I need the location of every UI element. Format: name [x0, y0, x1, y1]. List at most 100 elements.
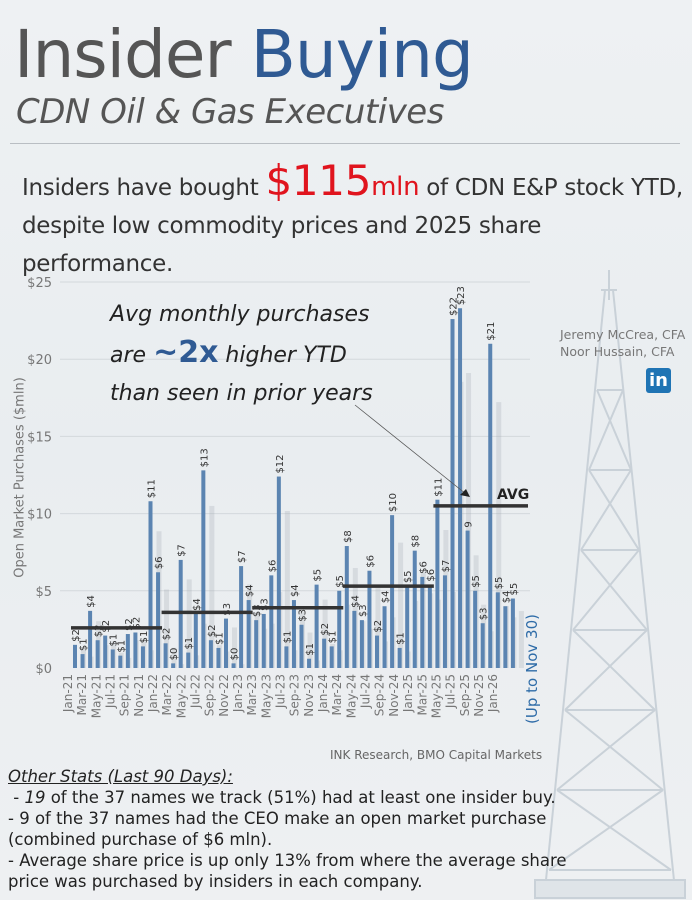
bar-shadow [398, 542, 404, 668]
data-label: $4 [86, 595, 97, 608]
data-label: $5 [494, 577, 505, 590]
bar-Sep-24 [405, 586, 410, 668]
data-label: $6 [267, 560, 278, 573]
bar-May-23 [284, 646, 289, 668]
data-label: $2 [94, 624, 105, 637]
data-label: $7 [441, 560, 452, 573]
data-label: $12 [275, 454, 286, 473]
data-label: $1 [396, 632, 407, 645]
x-tick-label: May-23 [259, 674, 273, 718]
bar-Feb-22 [171, 663, 176, 668]
x-tick-label: Mar-22 [160, 674, 174, 715]
data-label: $7 [237, 550, 248, 563]
bar-Jun-23 [291, 600, 296, 668]
data-label: 9 [464, 521, 475, 527]
data-label: $6 [154, 557, 165, 570]
bar-Oct-24 [412, 550, 417, 668]
data-label: $0 [230, 648, 241, 661]
stats-item-3: - Average share price is up only 13% fro… [8, 851, 567, 891]
x-tick-label: Sep-21 [118, 674, 132, 716]
stats-heading: Other Stats (Last 90 Days): [8, 767, 233, 786]
data-label: $4 [192, 598, 203, 611]
bar-Aug-23 [307, 658, 312, 668]
annotation-line2: are ~2x higher YTD [110, 334, 373, 375]
x-tick-label: Jan-26 [486, 674, 500, 713]
avg-label: AVG [497, 487, 529, 503]
bar-Jun-25 [473, 590, 478, 668]
data-label: $1 [214, 632, 225, 645]
data-label: $2 [207, 624, 218, 637]
headline-post: of CDN E&P stock YTD, [419, 175, 683, 201]
bar-Feb-23 [261, 613, 266, 668]
bar-May-25 [465, 530, 470, 668]
headline-pre: Insiders have bought [22, 175, 266, 201]
x-tick-label: Jan-24 [316, 674, 330, 713]
stats-item-1-number: 19 [24, 788, 46, 807]
headline-unit: mln [371, 172, 420, 202]
bar-Aug-22 [216, 647, 221, 668]
x-tick-label: Sep-24 [373, 674, 387, 716]
linkedin-icon[interactable]: in [646, 368, 671, 393]
x-tick-label: Nov-22 [217, 674, 231, 717]
bar-Jan-24 [344, 546, 349, 668]
bar-Feb-24 [352, 610, 357, 668]
annotation-line3: than seen in prior years [110, 381, 373, 406]
data-label: $2 [124, 618, 135, 631]
source-credit: INK Research, BMO Capital Markets [330, 748, 543, 762]
bar-Nov-23 [329, 646, 334, 668]
bar-Apr-23 [276, 476, 281, 668]
data-label: $13 [199, 448, 210, 467]
x-tick-label: May-22 [174, 674, 188, 718]
bar-Mar-24 [359, 620, 364, 668]
bar-Aug-21 [125, 634, 130, 668]
x-tick-label: Nov-23 [302, 674, 316, 717]
x-tick-label: Nov-24 [387, 674, 401, 717]
data-label: $2 [162, 628, 173, 641]
authors: Jeremy McCrea, CFA Noor Hussain, CFA [560, 326, 685, 360]
bar-Sep-23 [314, 584, 319, 668]
title-part1: Insider [14, 16, 232, 93]
data-label: $3 [358, 604, 369, 617]
data-label: $5 [335, 575, 346, 588]
y-tick-label: $0 [35, 662, 52, 677]
y-axis-title: Open Market Purchases ($mln) [12, 377, 28, 578]
x-tick-label: Jul-24 [359, 674, 373, 709]
data-label: $0 [169, 648, 180, 661]
bar-shadow [186, 579, 192, 668]
bar-shadow [466, 373, 472, 668]
x-tick-label: May-24 [344, 674, 358, 718]
bar-shadow [232, 627, 237, 668]
data-label: $1 [328, 631, 339, 644]
divider [10, 143, 680, 144]
data-label: $11 [433, 478, 444, 497]
x-tick-label: Sep-23 [288, 674, 302, 716]
data-label: $4 [245, 584, 256, 597]
data-label: $3 [479, 607, 490, 620]
bar-Nov-21 [148, 501, 153, 668]
bar-Mar-23 [269, 575, 274, 668]
data-label: $5 [313, 569, 324, 582]
data-label: $2 [373, 620, 384, 633]
x-tick-label: Sep-22 [203, 674, 217, 716]
bar-shadow [164, 589, 170, 668]
x-tick-label: Nov-25 [472, 674, 486, 717]
data-label: $8 [411, 535, 422, 548]
arrow-head-icon [460, 489, 470, 497]
annotation-line1: Avg monthly purchases [110, 302, 370, 327]
bar-Jun-22 [201, 470, 206, 668]
bar-Oct-25 [503, 606, 508, 668]
bar-Jun-24 [382, 606, 387, 668]
bar-Jul-22 [208, 640, 213, 668]
data-label: $8 [343, 530, 354, 543]
stats-item-2: - 9 of the 37 names had the CEO make an … [8, 809, 547, 849]
annotation-emphasis: ~2x [153, 335, 219, 370]
bar-Oct-21 [140, 646, 145, 668]
bar-Dec-22 [246, 600, 251, 668]
x-tick-label: Jul-21 [104, 674, 118, 709]
bar-shadow [209, 505, 215, 668]
author-1: Jeremy McCrea, CFA [560, 327, 686, 342]
x-tick-label: Jan-23 [231, 674, 245, 713]
bar-shadow [307, 632, 313, 668]
bar-May-21 [103, 635, 108, 668]
x-tick-label: May-21 [89, 674, 103, 718]
